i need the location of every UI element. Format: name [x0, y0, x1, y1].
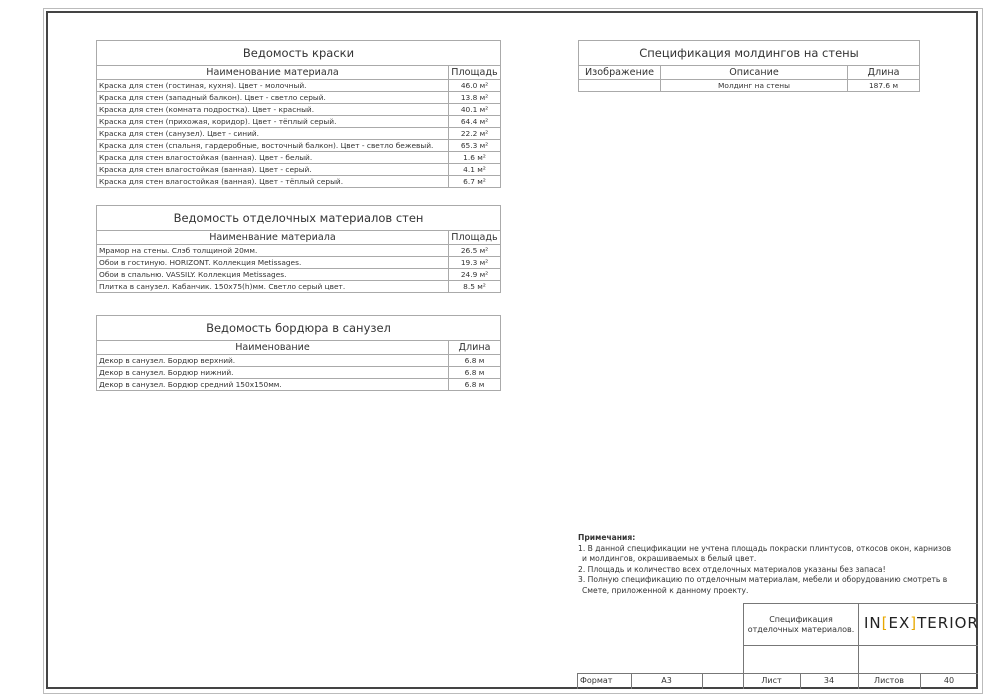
table-row: Краска для стен (западный балкон). Цвет … — [96, 91, 501, 104]
table-cell: Краска для стен влагостойкая (ванная). Ц… — [96, 151, 449, 164]
table-row: Краска для стен (комната подростка). Цве… — [96, 103, 501, 116]
table-cell — [578, 79, 661, 92]
table-row: Краска для стен (санузел). Цвет - синий.… — [96, 127, 501, 140]
table-row: Краска для стен влагостойкая (ванная). Ц… — [96, 151, 501, 164]
table-row: Краска для стен влагостойкая (ванная). Ц… — [96, 175, 501, 188]
table-cell: Краска для стен влагостойкая (ванная). Ц… — [96, 175, 449, 188]
table-cell: 13.8 м² — [448, 91, 501, 104]
table-row: Декор в санузел. Бордюр верхний. 6.8 м — [96, 354, 501, 367]
column-header: Длина — [847, 65, 920, 80]
table-title: Ведомость бордюра в санузел — [96, 315, 501, 341]
table-title: Спецификация молдингов на стены — [578, 40, 920, 66]
table-cell: Краска для стен (западный балкон). Цвет … — [96, 91, 449, 104]
table-cell: 19.3 м² — [448, 256, 501, 269]
sheet-title: Спецификация отделочных материалов. — [747, 615, 855, 634]
sheet-label: Лист — [761, 676, 782, 685]
sheet-outer-frame — [43, 8, 983, 694]
sheet-number: 34 — [823, 676, 835, 685]
table-cell: 6.8 м — [448, 366, 501, 379]
table-cell: 8.5 м² — [448, 280, 501, 293]
table-cell: 6.8 м — [448, 354, 501, 367]
column-header: Наименвание материала — [96, 230, 449, 245]
table-row: Краска для стен (спальня, гардеробные, в… — [96, 139, 501, 152]
table-cell: 65.3 м² — [448, 139, 501, 152]
column-header: Наименование — [96, 340, 449, 355]
table-row: Обои в гостиную. HORIZONT. Коллекция Met… — [96, 256, 501, 269]
finish-materials-table: Ведомость отделочных материалов стен Наи… — [96, 205, 501, 293]
table-cell: Декор в санузел. Бордюр верхний. — [96, 354, 449, 367]
table-row: Мрамор на стены. Слэб толщиной 20мм. 26.5… — [96, 244, 501, 257]
table-cell: 24.9 м² — [448, 268, 501, 281]
table-cell: Краска для стен влагостойкая (ванная). Ц… — [96, 163, 449, 176]
table-cell: 187.6 м — [847, 79, 920, 92]
table-cell: Краска для стен (комната подростка). Цве… — [96, 103, 449, 116]
table-cell: 40.1 м² — [448, 103, 501, 116]
molding-table: Спецификация молдингов на стены Изображе… — [578, 40, 920, 92]
column-header: Описание — [660, 65, 848, 80]
table-cell: 22.2 м² — [448, 127, 501, 140]
table-cell: Краска для стен (санузел). Цвет - синий. — [96, 127, 449, 140]
table-title: Ведомость отделочных материалов стен — [96, 205, 501, 231]
table-row: Краска для стен (прихожая, коридор). Цве… — [96, 115, 501, 128]
sheet-frame — [46, 11, 978, 689]
note-line: и молдингов, окрашиваемых в белый цвет. — [582, 554, 757, 564]
table-row: Молдинг на стены 187.6 м — [578, 79, 920, 92]
note-line: 3. Полную спецификацию по отделочным мат… — [578, 575, 948, 585]
table-cell: Молдинг на стены — [660, 79, 848, 92]
table-cell: 46.0 м² — [448, 79, 501, 92]
sheets-label: Листов — [874, 676, 904, 685]
table-row: Краска для стен (гостиная, кухня). Цвет … — [96, 79, 501, 92]
table-row: Плитка в санузел. Кабанчик. 150x75(h)мм.… — [96, 280, 501, 293]
table-cell: Мрамор на стены. Слэб толщиной 20мм. — [96, 244, 449, 257]
note-line: 1. В данной спецификации не учтена площа… — [578, 543, 952, 553]
table-cell: 4.1 м² — [448, 163, 501, 176]
table-cell: 6.8 м — [448, 378, 501, 391]
notes-heading: Примечания: — [578, 533, 636, 542]
table-cell: Краска для стен (спальня, гардеробные, в… — [96, 139, 449, 152]
note-line: 2. Площадь и количество всех отделочных … — [578, 564, 886, 574]
table-cell: 1.6 м² — [448, 151, 501, 164]
column-header: Длина — [448, 340, 501, 355]
paint-table: Ведомость краски Наименование материала П… — [96, 40, 501, 188]
table-row: Краска для стен влагостойкая (ванная). Ц… — [96, 163, 501, 176]
table-row: Декор в санузел. Бордюр нижний. 6.8 м — [96, 366, 501, 379]
column-header: Изображение — [578, 65, 661, 80]
table-cell: 26.5 м² — [448, 244, 501, 257]
format-label: Формат — [580, 676, 613, 685]
company-logo: IN[EX]TERIOR — [864, 614, 979, 632]
column-header: Площадь — [448, 65, 501, 80]
table-cell: 64.4 м² — [448, 115, 501, 128]
table-row: Декор в санузел. Бордюр средний 150x150м… — [96, 378, 501, 391]
table-cell: 6.7 м² — [448, 175, 501, 188]
table-title: Ведомость краски — [96, 40, 501, 66]
table-cell: Краска для стен (гостиная, кухня). Цвет … — [96, 79, 449, 92]
column-header: Наименование материала — [96, 65, 449, 80]
table-cell: Декор в санузел. Бордюр нижний. — [96, 366, 449, 379]
table-cell: Обои в спальню. VASSILY. Коллекция Metis… — [96, 268, 449, 281]
table-cell: Обои в гостиную. HORIZONT. Коллекция Met… — [96, 256, 449, 269]
format-value: A3 — [661, 676, 672, 685]
note-line: Смете, приложенной к данному проекту. — [582, 585, 749, 595]
table-row: Обои в спальню. VASSILY. Коллекция Metis… — [96, 268, 501, 281]
table-cell: Краска для стен (прихожая, коридор). Цве… — [96, 115, 449, 128]
notes: Примечания: 1. В данной спецификации не … — [578, 533, 951, 597]
sheets-total: 40 — [943, 676, 955, 685]
table-cell: Плитка в санузел. Кабанчик. 150x75(h)мм.… — [96, 280, 449, 293]
column-header: Площадь — [448, 230, 501, 245]
border-table: Ведомость бордюра в санузел Наименование… — [96, 315, 501, 391]
table-cell: Декор в санузел. Бордюр средний 150x150м… — [96, 378, 449, 391]
